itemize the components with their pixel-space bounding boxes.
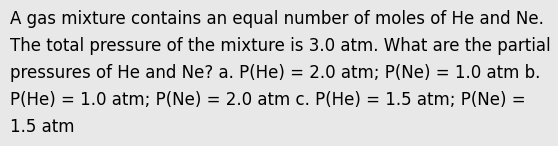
- Text: 1.5 atm: 1.5 atm: [10, 118, 75, 136]
- Text: A gas mixture contains an equal number of moles of He and Ne.: A gas mixture contains an equal number o…: [10, 10, 544, 28]
- Text: The total pressure of the mixture is 3.0 atm. What are the partial: The total pressure of the mixture is 3.0…: [10, 37, 551, 55]
- Text: P(He) = 1.0 atm; P(Ne) = 2.0 atm c. P(He) = 1.5 atm; P(Ne) =: P(He) = 1.0 atm; P(Ne) = 2.0 atm c. P(He…: [10, 91, 526, 109]
- Text: pressures of He and Ne? a. P(He) = 2.0 atm; P(Ne) = 1.0 atm b.: pressures of He and Ne? a. P(He) = 2.0 a…: [10, 64, 540, 82]
